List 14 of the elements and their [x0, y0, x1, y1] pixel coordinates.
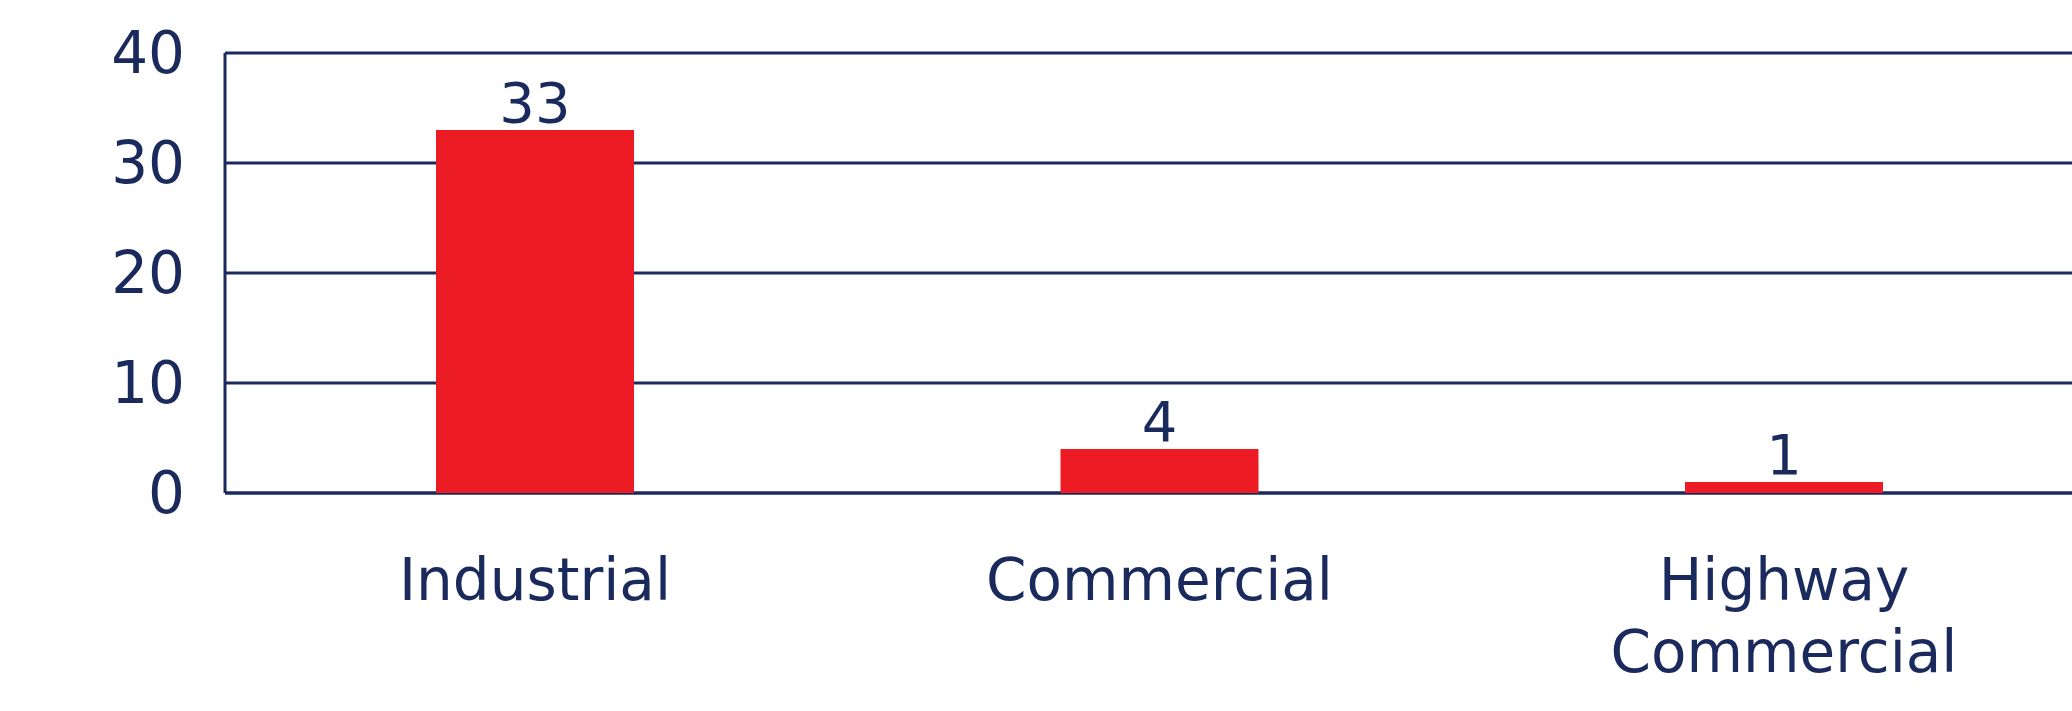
- data-label: 4: [1141, 389, 1178, 454]
- x-tick-label: Commercial: [986, 546, 1333, 614]
- bar: [1685, 482, 1883, 493]
- y-tick-label: 0: [148, 459, 185, 527]
- bar: [436, 130, 634, 493]
- bar: [1060, 449, 1259, 493]
- x-tick-label: Industrial: [398, 546, 672, 614]
- y-tick-label: 40: [111, 19, 185, 87]
- y-tick-label: 30: [111, 129, 185, 197]
- x-tick-label: Highway Commercial: [1610, 546, 1958, 686]
- data-label: 1: [1766, 422, 1802, 487]
- y-tick-label: 10: [111, 349, 185, 417]
- y-tick-label: 20: [111, 239, 185, 307]
- data-label: 33: [499, 70, 571, 135]
